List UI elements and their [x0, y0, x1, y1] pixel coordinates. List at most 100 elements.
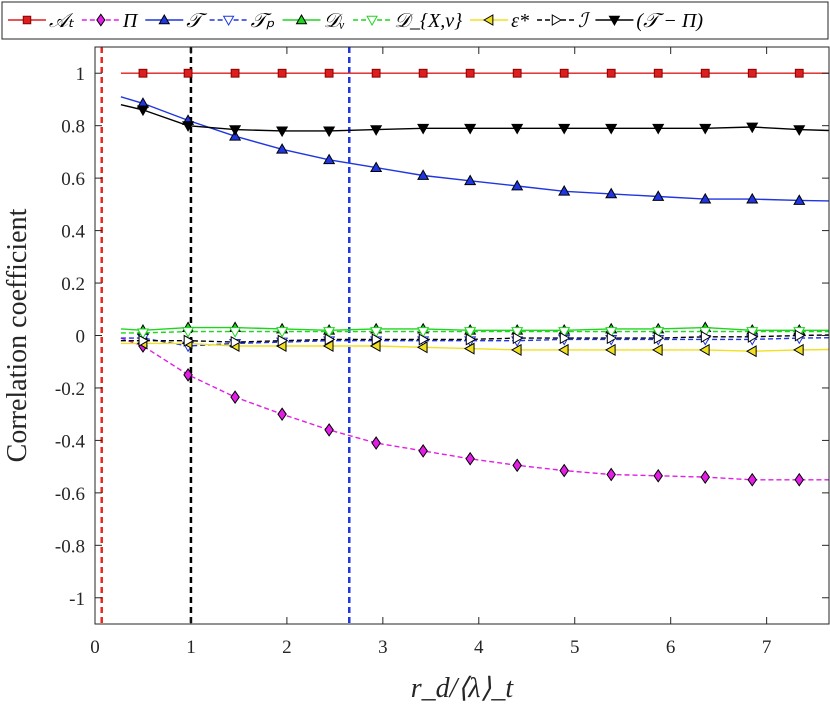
series-line [120, 337, 829, 481]
x-tick-label: 7 [762, 637, 772, 658]
data-point [323, 126, 336, 138]
data-point [183, 367, 193, 382]
series-line [120, 334, 830, 343]
data-point [558, 123, 571, 135]
data-point [276, 327, 289, 338]
y-axis-title: Correlation coefficient [2, 208, 33, 462]
legend-marker [158, 13, 171, 25]
data-point [511, 123, 524, 135]
data-point [746, 345, 757, 358]
data-point [559, 68, 569, 78]
data-point [464, 327, 477, 338]
data-point [512, 68, 522, 78]
data-point [605, 187, 618, 199]
legend-marker [22, 15, 32, 25]
legend-label: Π [122, 10, 139, 32]
y-tick-label: 1 [76, 64, 86, 85]
data-point [276, 143, 289, 154]
x-tick-label: 5 [570, 637, 580, 658]
data-point [699, 123, 712, 135]
x-tick-label: 4 [474, 637, 484, 658]
data-point [793, 125, 806, 136]
legend-label: 𝒯ₚ [251, 10, 275, 32]
series-line [120, 96, 830, 202]
data-point [230, 68, 240, 78]
legend-label: (𝒯 − Π) [636, 10, 703, 32]
data-point [606, 68, 616, 78]
data-point [746, 122, 759, 134]
data-point [512, 458, 522, 473]
data-point [794, 68, 804, 78]
data-point [418, 444, 428, 458]
data-point [324, 423, 334, 437]
data-point [746, 192, 759, 204]
data-point [653, 468, 663, 483]
data-point [465, 451, 475, 466]
data-point [138, 334, 150, 347]
data-point [229, 327, 242, 338]
x-tick-label: 0 [90, 637, 100, 658]
data-point [277, 68, 287, 78]
legend-marker [483, 14, 494, 26]
data-point [371, 333, 383, 346]
data-point [605, 327, 618, 338]
data-point [417, 169, 430, 180]
data-point [699, 192, 712, 204]
data-point [138, 68, 148, 78]
data-point [136, 328, 150, 340]
legend-label: 𝒜ₜ [49, 10, 75, 32]
data-point [323, 153, 336, 165]
data-point [370, 125, 383, 136]
data-point [558, 327, 571, 338]
data-point [700, 470, 710, 484]
series-line [120, 330, 829, 334]
data-point [793, 194, 806, 205]
data-point [136, 105, 150, 117]
y-tick-label: 0.2 [61, 274, 85, 295]
y-tick-label: -1 [69, 589, 85, 610]
legend-box [1, 1, 829, 40]
axes-box [94, 46, 830, 625]
data-point [230, 390, 240, 404]
x-tick-label: 1 [186, 637, 196, 658]
data-point [418, 333, 430, 346]
data-point [652, 190, 665, 201]
data-point [183, 334, 195, 347]
data-point [794, 472, 805, 487]
data-point [323, 327, 336, 338]
data-point [700, 330, 712, 343]
y-tick-label: 0.4 [61, 222, 85, 243]
legend-label: ε* [511, 10, 529, 32]
data-point [510, 343, 522, 356]
y-tick-label: 0 [76, 327, 86, 348]
legend-label: 𝒟ᵥ [324, 10, 346, 32]
data-point [700, 68, 710, 78]
data-point [465, 333, 477, 346]
data-point [793, 343, 804, 356]
data-point [464, 174, 477, 186]
data-point [794, 329, 806, 342]
legend-marker [366, 15, 378, 27]
series-line [120, 342, 830, 352]
legend-marker [608, 15, 621, 27]
y-tick-label: -0.4 [55, 431, 86, 452]
data-point [324, 333, 336, 346]
legend-marker [295, 13, 308, 25]
data-point [652, 327, 665, 338]
x-tick-label: 3 [378, 637, 388, 658]
legend-marker [551, 14, 563, 26]
data-point [182, 121, 195, 132]
data-point [418, 68, 428, 78]
data-point [229, 125, 242, 136]
data-point [324, 68, 334, 78]
data-point [277, 407, 287, 422]
data-point [416, 341, 428, 354]
data-point [559, 332, 571, 345]
data-point [464, 123, 477, 135]
data-point [370, 161, 383, 173]
y-tick-label: 0.6 [61, 169, 85, 190]
data-point [558, 185, 571, 196]
series-line [120, 104, 830, 132]
data-point [230, 335, 242, 349]
